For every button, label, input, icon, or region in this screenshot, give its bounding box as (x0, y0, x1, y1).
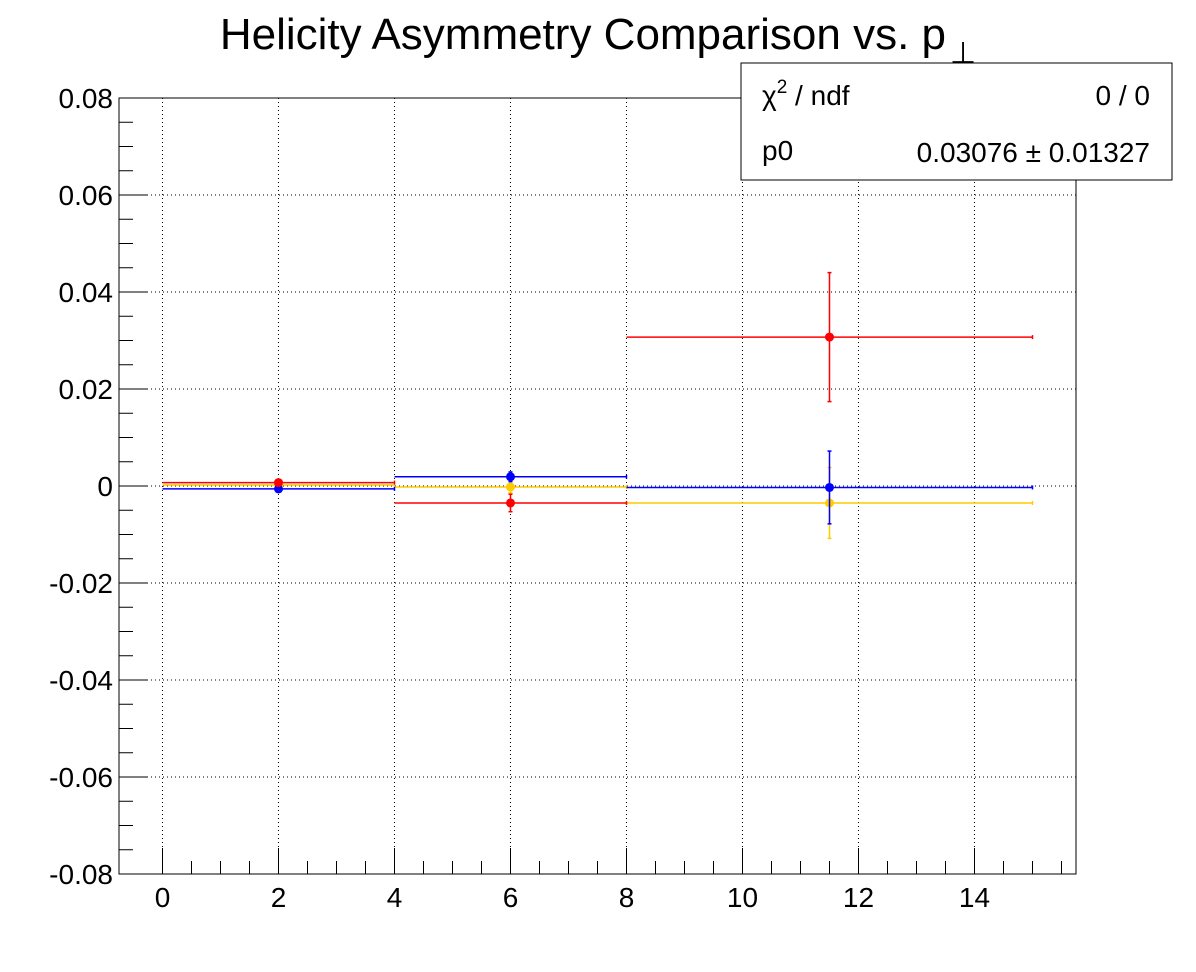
y-axis-ticks: 0.08 0.06 0.04 0.02 0 -0.02 -0.04 -0.06 -0.08 (49, 83, 147, 890)
stats-chi2-label: χ2 / ndf (762, 77, 850, 111)
x-tick-label: 6 (503, 882, 519, 913)
x-tick-label: 2 (271, 882, 287, 913)
series-group (162, 271, 1034, 513)
data-point (506, 482, 515, 492)
x-axis-ticks: 0 2 4 6 8 10 12 14 (155, 848, 1062, 913)
stats-box-frame (740, 62, 1173, 181)
x-tick-label: 0 (155, 882, 171, 913)
x-tick-label: 8 (619, 882, 635, 913)
data-point (274, 484, 283, 494)
data-point (506, 498, 515, 508)
series-group (162, 450, 1034, 525)
stats-p0-value: 0.03076 ± 0.01327 (917, 137, 1150, 168)
y-tick-label: 0.08 (59, 83, 114, 114)
y-tick-label: -0.08 (49, 859, 113, 890)
data-point (506, 472, 515, 482)
y-tick-label: -0.02 (49, 568, 113, 599)
stats-chi2-value: 0 / 0 (1096, 80, 1150, 111)
x-tick-label: 14 (959, 882, 990, 913)
data-point (825, 482, 834, 492)
y-tick-label: 0.06 (59, 180, 114, 211)
data-series (162, 271, 1034, 540)
x-tick-label: 4 (387, 882, 403, 913)
fit-stats-box: χ2 / ndf 0 / 0 p0 0.03076 ± 0.01327 (740, 62, 1173, 181)
x-tick-label: 10 (727, 882, 758, 913)
y-tick-label: 0.04 (59, 277, 114, 308)
data-point (825, 332, 834, 342)
chart-title-main: Helicity Asymmetry Comparison vs. p (220, 10, 946, 59)
chart-title: Helicity Asymmetry Comparison vs. p ⊥ (220, 10, 976, 70)
y-tick-label: -0.04 (49, 665, 113, 696)
y-tick-label: -0.06 (49, 762, 113, 793)
stats-p0-label: p0 (762, 135, 793, 166)
y-tick-label: 0 (97, 471, 113, 502)
data-point (274, 478, 283, 488)
y-tick-label: 0.02 (59, 374, 114, 405)
x-tick-label: 12 (843, 882, 874, 913)
